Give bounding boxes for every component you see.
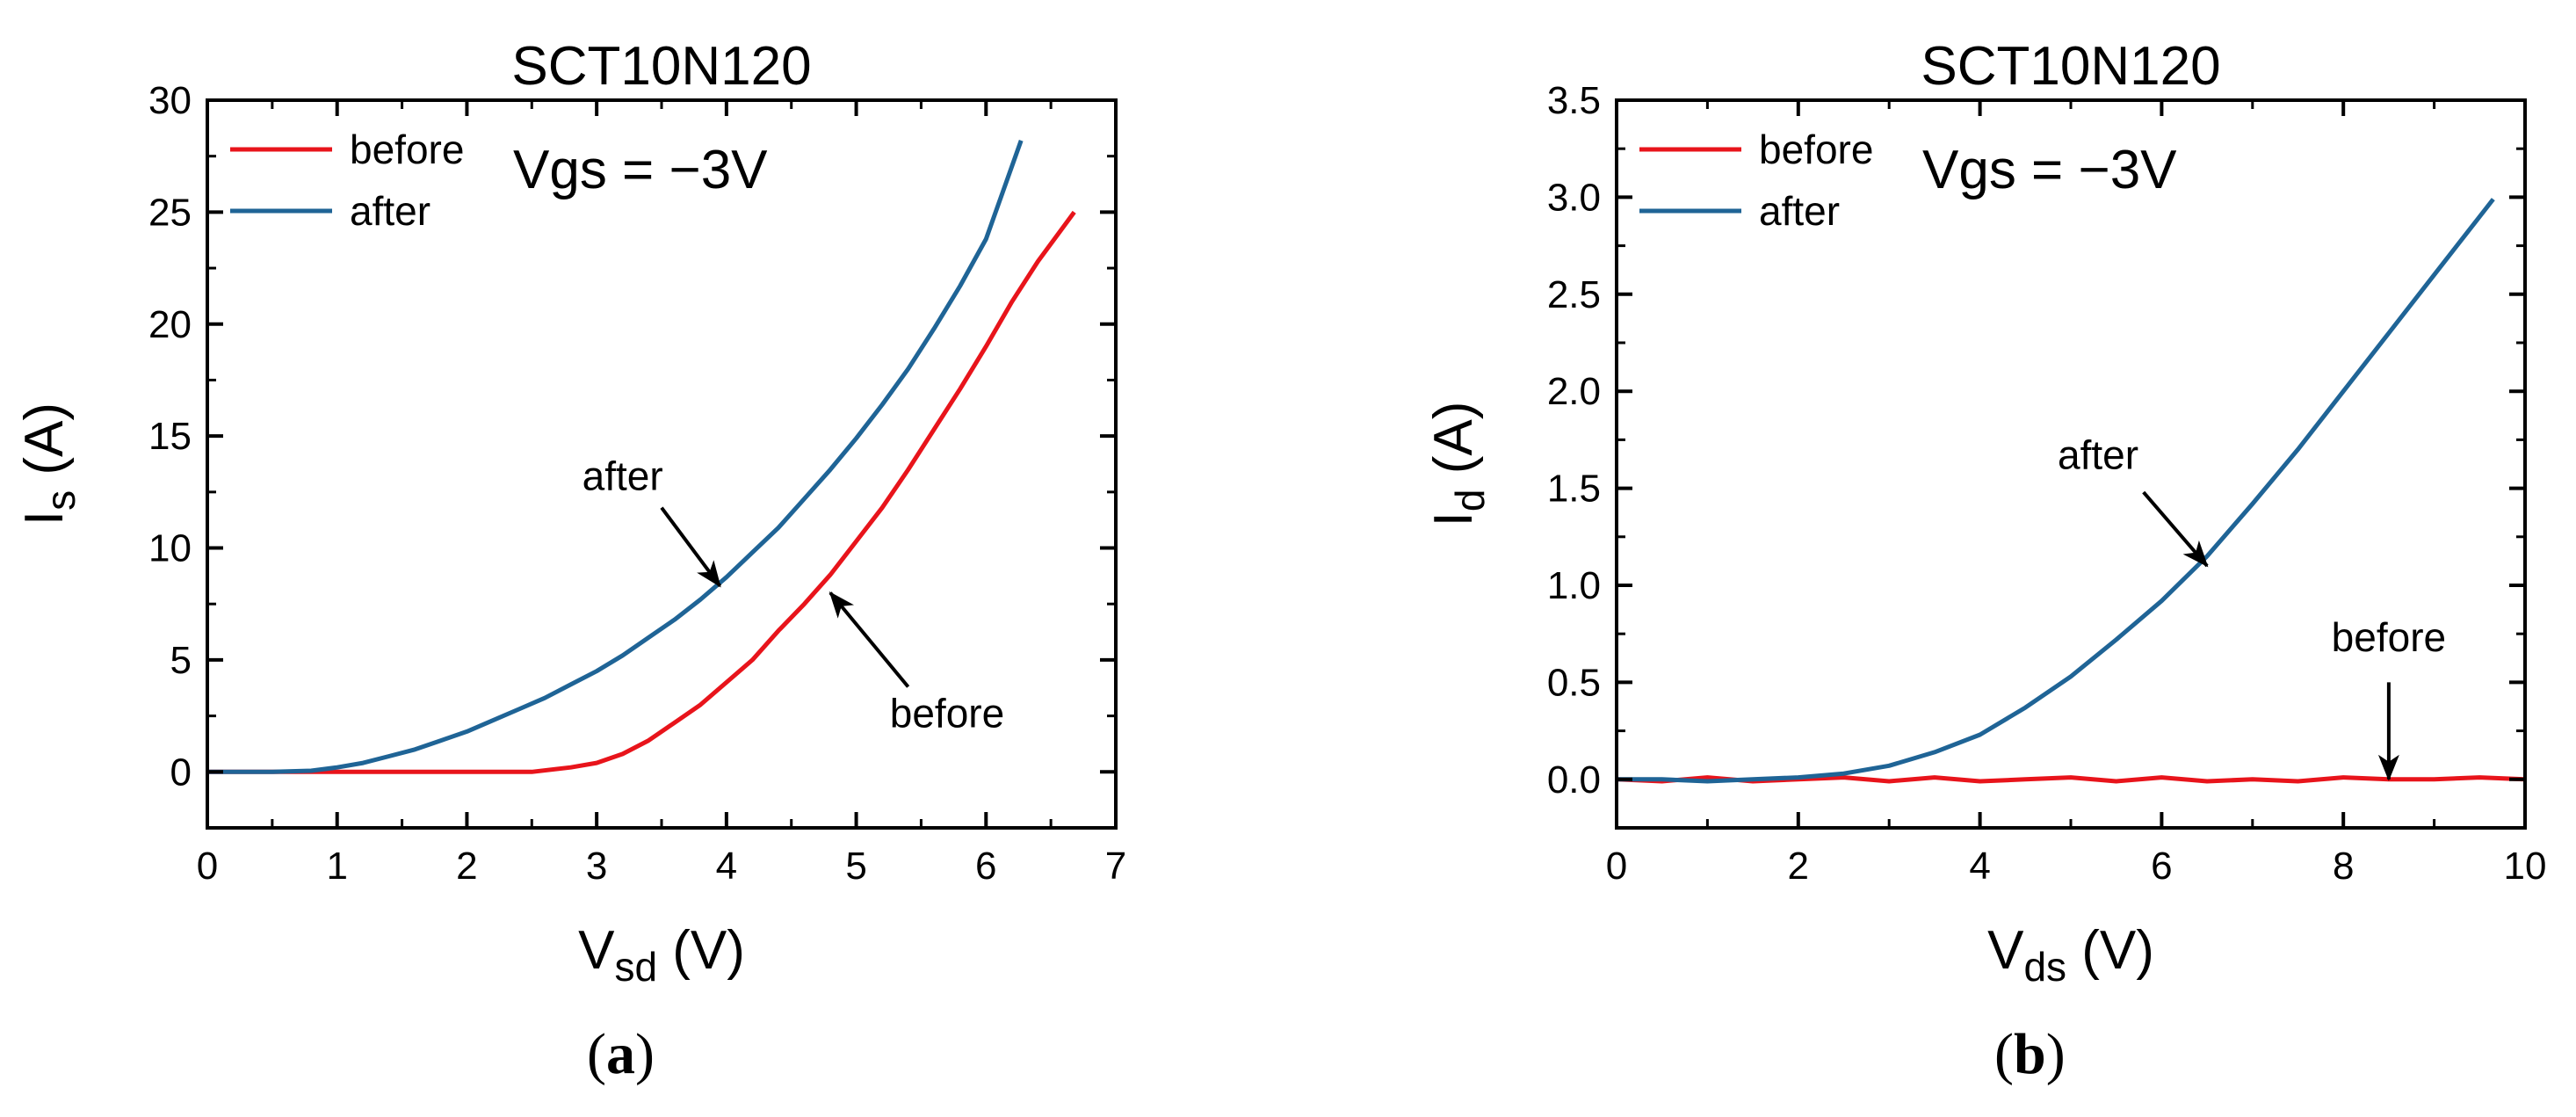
panel-a-series-before-line bbox=[207, 210, 1076, 774]
panel-b-ytick-label: 3.5 bbox=[1547, 79, 1601, 122]
panel-b-xtick-label: 0 bbox=[1606, 845, 1627, 888]
panel-a-xtick-label: 6 bbox=[975, 845, 996, 888]
panel-a-arrow-after bbox=[660, 506, 722, 588]
panel-a-ytick-label: 5 bbox=[170, 639, 192, 682]
panel-a-chart: 0 1 2 3 4 5 6 7 0 5 10 15 20 25 30 SCT10N120 Vsd (V) Is (… bbox=[14, 36, 1126, 990]
panel-b-xtick-label: 10 bbox=[2504, 845, 2547, 888]
panel-b-series-after-line bbox=[1617, 198, 2495, 784]
panel-b-legend-after-label: after bbox=[1759, 188, 1840, 234]
panel-a-xtick-label: 3 bbox=[586, 845, 607, 888]
panel-a-xaxis-label: Vsd (V) bbox=[578, 920, 745, 990]
panel-b-arrow-after bbox=[2142, 490, 2209, 568]
panel-b-ytick-label: 0.5 bbox=[1547, 661, 1601, 704]
panel-b-ytick-label: 1.0 bbox=[1547, 564, 1601, 607]
panel-b-chart: 0 2 4 6 8 10 0.0 0.5 1.0 1.5 2.0 2.5 3.0 3.5 SCT10N120… bbox=[1423, 36, 2546, 990]
panel-a-xtick-label: 5 bbox=[845, 845, 866, 888]
panel-a-ytick-label: 20 bbox=[148, 303, 192, 346]
panel-a-ytick-label: 0 bbox=[170, 751, 192, 794]
panel-a-yaxis-label: Is (A) bbox=[14, 403, 83, 526]
panel-a-arrow-after-label: after bbox=[582, 453, 663, 498]
panel-a-legend-after-label: after bbox=[350, 188, 431, 234]
panel-b-ytick-label: 2.0 bbox=[1547, 370, 1601, 413]
panel-b-caption: (b) bbox=[1994, 1022, 2066, 1086]
panel-a-ytick-label: 25 bbox=[148, 191, 192, 234]
panel-b-title: SCT10N120 bbox=[1921, 36, 2220, 97]
panel-a-ytick-label: 15 bbox=[148, 415, 192, 458]
panel-a-caption: (a) bbox=[587, 1022, 655, 1086]
panel-b-xtick-label: 6 bbox=[2151, 845, 2172, 888]
panel-a-xtick-label: 4 bbox=[716, 845, 737, 888]
panel-b-xtick-label: 2 bbox=[1788, 845, 1809, 888]
panel-b-vgs-annotation: Vgs = −3V bbox=[1922, 140, 2177, 200]
panel-a-arrow-before-label: before bbox=[890, 690, 1004, 736]
panel-b-xtick-label: 4 bbox=[1969, 845, 1990, 888]
panel-b-arrow-after-label: after bbox=[2058, 432, 2138, 478]
panel-b-legend-before-label: before bbox=[1759, 127, 1873, 172]
panel-a-ytick-label: 10 bbox=[148, 527, 192, 570]
panel-b-ytick-label: 1.5 bbox=[1547, 468, 1601, 511]
panel-b-xaxis-label: Vds (V) bbox=[1987, 920, 2154, 990]
panel-a-xtick-label: 1 bbox=[326, 845, 347, 888]
panel-a-legend-before-label: before bbox=[350, 127, 464, 172]
panel-b-ytick-label: 2.5 bbox=[1547, 273, 1601, 316]
panel-b-yaxis-label: Id (A) bbox=[1423, 402, 1493, 527]
panel-b-arrow-before-label: before bbox=[2332, 614, 2446, 660]
panel-a-title: SCT10N120 bbox=[511, 36, 811, 97]
panel-a-xtick-label: 7 bbox=[1105, 845, 1126, 888]
panel-a-vgs-annotation: Vgs = −3V bbox=[513, 140, 768, 200]
panel-b-ytick-label: 0.0 bbox=[1547, 758, 1601, 801]
panel-a-xtick-label: 0 bbox=[197, 845, 218, 888]
panel-b-xtick-label: 8 bbox=[2333, 845, 2354, 888]
panel-a-ytick-label: 30 bbox=[148, 79, 192, 122]
panel-a-series-after-line bbox=[207, 140, 1024, 774]
panel-a-arrow-before bbox=[829, 591, 910, 688]
panel-b-ytick-label: 3.0 bbox=[1547, 176, 1601, 219]
panel-a-xtick-label: 2 bbox=[456, 845, 477, 888]
